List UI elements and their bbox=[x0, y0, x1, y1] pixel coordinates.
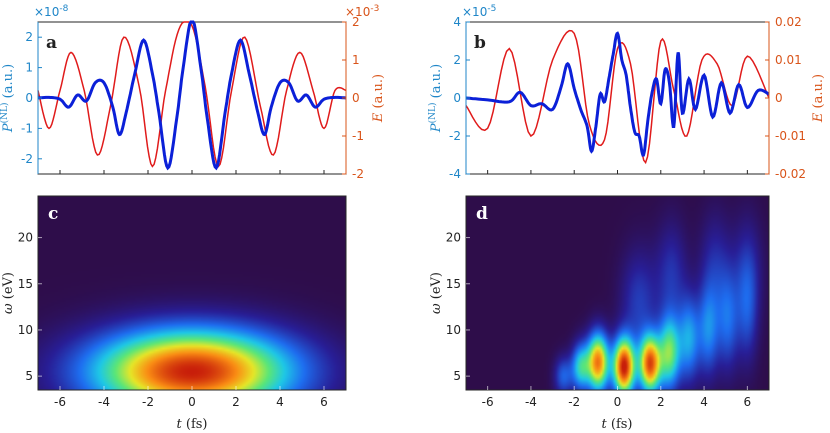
panel-c-y-tick-label: 10 bbox=[18, 323, 33, 337]
panel-a-left-exponent: ×10-8 bbox=[34, 4, 69, 19]
panel-c-ylabel: ω (eV) bbox=[1, 272, 16, 314]
panel-b-left-tick-label: 2 bbox=[453, 53, 461, 67]
panel-b-left-tick-label: -2 bbox=[449, 129, 461, 143]
panel-b-left-tick-label: 4 bbox=[453, 15, 461, 29]
panel-d-x-tick-label: 2 bbox=[657, 395, 665, 409]
panel-d-y-tick-label: 20 bbox=[446, 231, 461, 245]
panel-a-right-ylabel: E (a.u.) bbox=[371, 74, 386, 123]
panel-a: -2 -1 0 1 2 -2 -1 0 1 2 a ×10-8 ×10-3 P(NL) (a.u.… bbox=[0, 4, 386, 181]
panel-d-x-tick-label: -2 bbox=[568, 395, 580, 409]
panel-c-x-tick-label: 0 bbox=[188, 395, 196, 409]
panel-d-ylabel: ω (eV) bbox=[429, 272, 444, 314]
panel-c-x-tick-label: 4 bbox=[276, 395, 284, 409]
panel-b-frame bbox=[465, 21, 770, 175]
panel-b: -4 -2 0 2 4 -0.02 -0.01 0 0.01 0.02 b ×10-5 P(NL)… bbox=[427, 4, 826, 181]
panel-b-label: b bbox=[474, 33, 486, 53]
panel-c-x-tick-label: 6 bbox=[320, 395, 328, 409]
panel-d-x-tick-label: -4 bbox=[525, 395, 537, 409]
panel-b-left-tick-label: -4 bbox=[449, 167, 461, 181]
panel-c-y-tick-label: 20 bbox=[18, 231, 33, 245]
panel-c-x-tick-label: -4 bbox=[98, 395, 110, 409]
panel-a-right-tick-label: 0 bbox=[352, 91, 360, 105]
panel-a-left-ylabel: P(NL) (a.u.) bbox=[0, 64, 16, 133]
panel-d-y-tick-label: 15 bbox=[446, 277, 461, 291]
panel-d-label: d bbox=[476, 204, 488, 224]
panel-b-left-exponent: ×10-5 bbox=[462, 4, 496, 19]
panel-a-left-tick-label: 1 bbox=[25, 61, 33, 75]
panel-b-left-ylabel: P(NL) (a.u.) bbox=[427, 64, 444, 133]
panel-a-e-field-line bbox=[37, 21, 347, 168]
panel-d-x-tick-label: 0 bbox=[614, 395, 622, 409]
panel-a-frame bbox=[37, 21, 347, 175]
panel-b-right-tick-label: 0.01 bbox=[775, 53, 802, 67]
panel-a-label: a bbox=[46, 33, 57, 53]
panel-b-right-tick-label: 0.02 bbox=[775, 15, 802, 29]
panel-a-right-tick-label: 2 bbox=[352, 15, 360, 29]
panel-a-left-tick-label: -1 bbox=[21, 121, 33, 135]
panel-d-heatmap bbox=[466, 196, 769, 390]
panel-b-right-ylabel: E (a.u.) bbox=[811, 74, 826, 123]
panel-a-left-tick-label: -2 bbox=[21, 152, 33, 166]
panel-d: -6 -4 -2 0 2 4 6 5 10 15 20 d ω (eV) t (fs) bbox=[429, 195, 770, 432]
panel-c-y-tick-label: 5 bbox=[25, 369, 33, 383]
panel-d-xlabel: t (fs) bbox=[602, 417, 633, 432]
panel-b-p-nl-line bbox=[465, 31, 770, 157]
panel-b-right-tick-label: -0.01 bbox=[775, 129, 806, 143]
panel-b-ticks: -4 -2 0 2 4 -0.02 -0.01 0 0.01 0.02 bbox=[449, 15, 806, 181]
panel-d-ticks: -6 -4 -2 0 2 4 6 5 10 15 20 bbox=[446, 231, 751, 409]
panel-c-y-tick-label: 15 bbox=[18, 277, 33, 291]
panel-a-left-tick-label: 0 bbox=[25, 91, 33, 105]
panel-d-y-tick-label: 5 bbox=[453, 369, 461, 383]
panel-b-left-tick-label: 0 bbox=[453, 91, 461, 105]
panel-a-ticks: -2 -1 0 1 2 -2 -1 0 1 2 bbox=[21, 15, 364, 181]
panel-a-left-tick-label: 2 bbox=[25, 30, 33, 44]
panel-c-heatmap bbox=[38, 196, 346, 390]
panel-a-right-exponent: ×10-3 bbox=[345, 4, 379, 19]
panel-c-xlabel: t (fs) bbox=[177, 417, 208, 432]
panel-c-ticks: -6 -4 -2 0 2 4 6 5 10 15 20 bbox=[18, 231, 328, 409]
panel-c-x-tick-label: -2 bbox=[142, 395, 154, 409]
panel-b-right-tick-label: 0 bbox=[775, 91, 783, 105]
panel-c-x-tick-label: 2 bbox=[232, 395, 240, 409]
panel-d-y-tick-label: 10 bbox=[446, 323, 461, 337]
panel-a-right-tick-label: -2 bbox=[352, 167, 364, 181]
panel-b-e-field-line bbox=[465, 29, 770, 165]
panel-d-x-tick-label: 6 bbox=[744, 395, 752, 409]
panel-c-label: c bbox=[48, 204, 58, 224]
panel-c: -6 -4 -2 0 2 4 6 5 10 15 20 c ω (eV) t (fs) bbox=[1, 195, 347, 432]
panel-d-x-tick-label: -6 bbox=[482, 395, 494, 409]
panel-a-right-tick-label: 1 bbox=[352, 53, 360, 67]
panel-c-x-tick-label: -6 bbox=[54, 395, 66, 409]
panel-b-right-tick-label: -0.02 bbox=[775, 167, 806, 181]
panel-a-p-nl-line bbox=[37, 20, 347, 171]
panel-d-x-tick-label: 4 bbox=[700, 395, 708, 409]
panel-a-right-tick-label: -1 bbox=[352, 129, 364, 143]
